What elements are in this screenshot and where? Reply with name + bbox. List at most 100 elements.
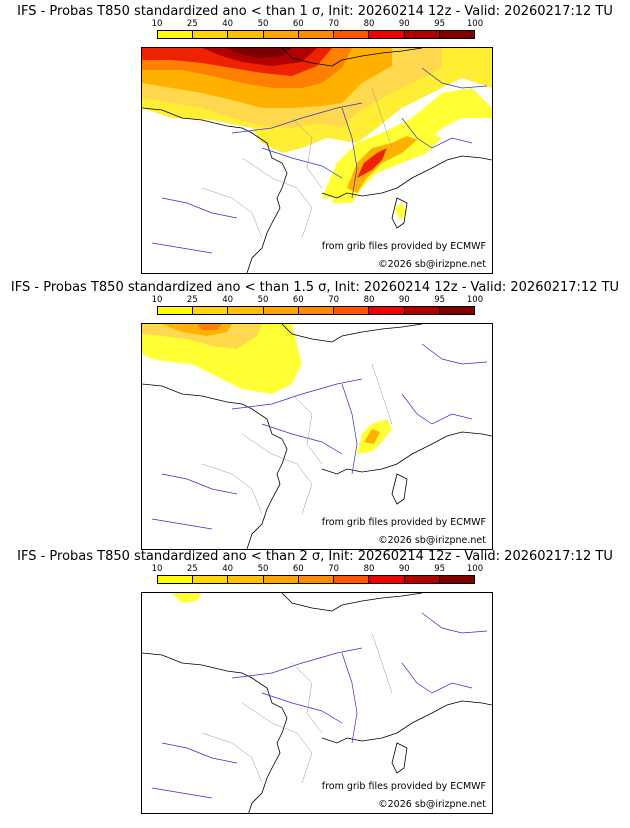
legend-swatch [334,31,370,38]
river [151,787,213,799]
river [261,423,343,455]
legend-labels: 10 25 40 50 60 70 80 90 95 100 [152,295,484,305]
river [261,147,343,179]
legend-label: 60 [292,295,304,305]
legend-label: 70 [328,19,340,29]
panel-title: IFS - Probas T850 standardized ano < tha… [10,280,620,295]
legend-label: 50 [257,564,269,574]
legend-label: 25 [186,564,198,574]
legend-swatch [439,307,474,314]
river [231,102,363,134]
panel-title: IFS - Probas T850 standardized ano < tha… [17,549,613,564]
color-legend: 10 25 40 50 60 70 80 90 95 100 [152,564,483,585]
border [241,702,313,784]
legend-label: 90 [398,564,410,574]
map-graphic [142,324,492,549]
map-panel-2: IFS - Probas T850 standardized ano < tha… [0,276,630,552]
legend-label: 25 [186,295,198,305]
river [261,692,343,724]
legend-swatch [158,31,194,38]
prob-area-orange [197,324,222,330]
legend-labels: 10 25 40 50 60 70 80 90 95 100 [152,19,484,29]
legend-swatch [334,307,370,314]
border [371,363,393,425]
source-credit: from grib files provided by ECMWF [321,517,486,528]
coastline [321,431,492,475]
legend-swatch [369,576,405,583]
coastline [391,742,408,774]
legend-swatch [334,576,370,583]
legend-swatch [439,576,474,583]
border [201,732,263,784]
river [151,242,213,254]
prob-area-yellow [172,593,202,603]
probability-map: from grib files provided by ECMWF ©2026 … [141,47,493,274]
legend-swatch [228,576,264,583]
legend-label: 50 [257,295,269,305]
legend-label: 100 [466,19,484,29]
legend-label: 95 [434,295,446,305]
river [161,473,238,495]
legend-label: 70 [328,295,340,305]
legend-label: 100 [466,564,484,574]
legend-label: 10 [151,19,163,29]
border [371,632,393,694]
border [291,393,323,465]
legend-swatch [298,31,335,38]
border [291,117,323,189]
border [241,157,313,239]
copyright-credit: ©2026 sb@irizpne.net [378,799,486,810]
probability-map: from grib files provided by ECMWF ©2026 … [141,592,493,814]
legend-label: 100 [466,295,484,305]
coastline [321,700,492,744]
border [371,87,393,149]
legend-swatch [439,31,474,38]
legend-label: 90 [398,19,410,29]
coastline [281,324,423,343]
map-graphic [142,593,492,813]
coastline [142,652,288,813]
river [421,612,488,634]
prob-area-orange [142,324,262,349]
legend-label: 60 [292,19,304,29]
legend-swatch [158,576,194,583]
legend-swatch [369,31,405,38]
legend-label: 40 [222,564,234,574]
coastline [391,473,408,505]
legend-swatch [228,307,264,314]
legend-colorbar [157,306,475,315]
copyright-credit: ©2026 sb@irizpne.net [378,259,486,270]
river [341,383,358,475]
legend-label: 80 [363,564,375,574]
legend-swatch [228,31,264,38]
river [401,117,473,149]
prob-area-yellow [142,48,492,198]
probability-map: from grib files provided by ECMWF ©2026 … [141,323,493,550]
legend-swatch [158,307,194,314]
legend-label: 70 [328,564,340,574]
river [341,107,358,199]
prob-area-darkest [227,48,292,58]
legend-label: 10 [151,564,163,574]
river [341,652,358,744]
coastline [281,593,423,612]
prob-area-alps [347,136,417,193]
color-legend: 10 25 40 50 60 70 80 90 95 100 [152,19,484,40]
river [161,197,238,219]
color-legend: 10 25 40 50 60 70 80 90 95 100 [152,295,484,316]
legend-swatch [298,307,335,314]
legend-label: 50 [257,19,269,29]
map-panel-3: IFS - Probas T850 standardized ano < tha… [0,545,630,821]
legend-label: 40 [222,295,234,305]
legend-colorbar [157,30,475,39]
legend-label: 60 [292,564,304,574]
source-credit: from grib files provided by ECMWF [321,781,486,792]
river [151,518,213,530]
prob-area-yellow [142,324,302,394]
river [401,662,473,694]
border [291,662,323,734]
legend-swatch [193,576,229,583]
prob-area-alps [357,148,387,178]
coastline [321,155,492,199]
legend-swatch [404,307,440,314]
